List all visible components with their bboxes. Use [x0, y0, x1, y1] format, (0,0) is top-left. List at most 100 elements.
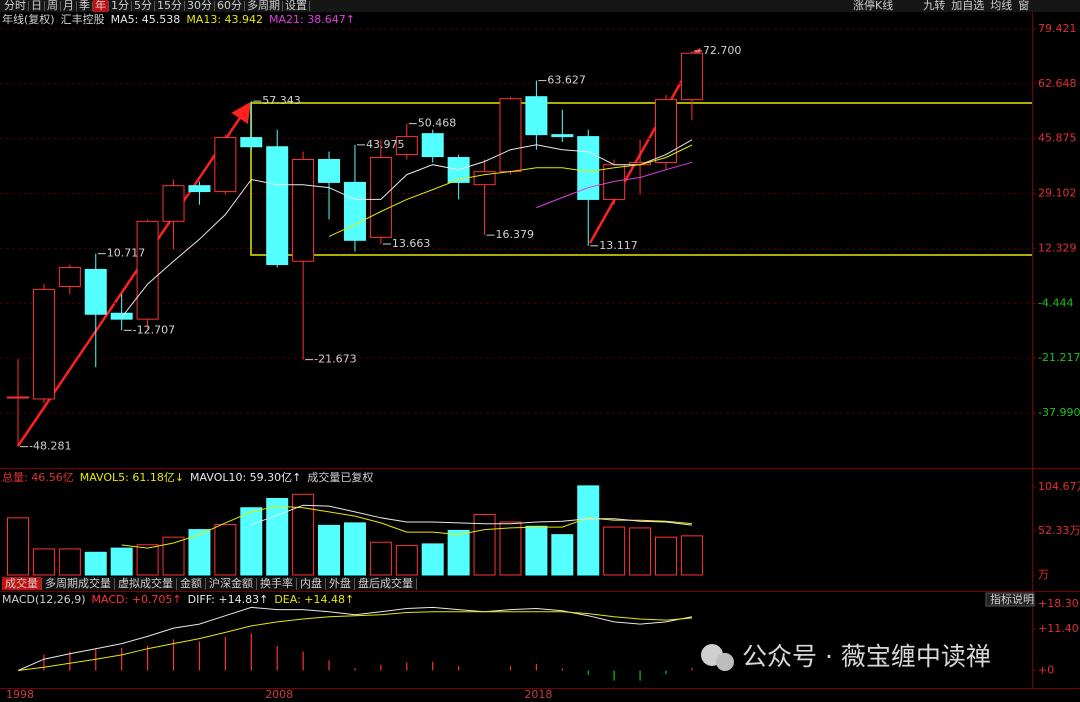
tab-bg: [257, 577, 296, 590]
candle-body: [577, 136, 600, 200]
period-button[interactable]: 分时: [4, 0, 26, 12]
tab-bg: [2, 577, 41, 590]
ma-line: [121, 139, 693, 318]
toolbar-button[interactable]: 九转: [923, 0, 945, 12]
candle-body: [214, 137, 237, 193]
period-button-bg: [283, 0, 309, 12]
period-button[interactable]: 15分: [157, 0, 182, 12]
y-tick-label: 12.329: [1038, 241, 1077, 254]
arrow: [16, 101, 251, 447]
panel-header: MACD(12,26,9): [2, 593, 86, 606]
candle-body: [551, 134, 574, 138]
tab[interactable]: 换手率: [260, 576, 293, 590]
toolbar-button[interactable]: 涨停K线: [853, 0, 893, 12]
panel-header: 汇丰控股: [61, 12, 105, 26]
volume-bar: [525, 525, 548, 576]
ma-line: [328, 144, 693, 237]
frame: [0, 12, 1080, 689]
panel-header: MA5: 45.538: [111, 13, 181, 26]
tab[interactable]: 金额: [180, 576, 202, 590]
candle-body: [136, 220, 159, 320]
price-label: 50.468: [418, 117, 457, 130]
panel-header: MAVOL5: 61.18亿↓: [80, 471, 184, 484]
period-button[interactable]: 5分: [134, 0, 152, 12]
toolbar-button[interactable]: 均线: [990, 0, 1012, 12]
tab-bg: [355, 577, 416, 590]
panel-header: MACD: +0.705↑: [92, 593, 182, 606]
volume-bar: [188, 529, 211, 576]
period-button[interactable]: 30分: [187, 0, 212, 12]
tab-bg: [115, 577, 176, 590]
price-label: 13.117: [599, 239, 638, 252]
box-outline: [250, 102, 1032, 256]
mavol-line: [251, 504, 692, 526]
tab[interactable]: 虚拟成交量: [118, 576, 173, 590]
period-button-bg: [77, 0, 92, 12]
y-tick-label: 104.67万: [1038, 480, 1080, 493]
volume-bar: [499, 521, 522, 576]
tab[interactable]: 多周期成交量: [45, 576, 111, 590]
candle-body: [318, 159, 341, 183]
candle-body: [7, 396, 29, 399]
volume-bar: [395, 545, 418, 576]
period-button[interactable]: 日: [31, 0, 42, 12]
price-label: 16.379: [496, 228, 535, 241]
candle-body: [473, 171, 496, 186]
tab[interactable]: 成交量: [5, 576, 38, 590]
tab-bg: [326, 577, 354, 590]
period-button[interactable]: 多周期: [247, 0, 280, 12]
y-tick-label: 万: [1038, 568, 1049, 581]
volume-bar: [629, 527, 652, 576]
price-label: 72.700: [703, 44, 742, 57]
candle-body: [499, 98, 522, 173]
tab[interactable]: 内盘: [300, 576, 322, 590]
candle-body: [343, 181, 366, 241]
period-button[interactable]: 季: [79, 0, 90, 12]
panel-header: DEA: +14.48↑: [274, 593, 354, 606]
toolbar-button[interactable]: 窗: [1018, 0, 1029, 12]
y-tick-label: +11.40: [1038, 622, 1079, 635]
tab-bg: [177, 577, 205, 590]
candle-body: [603, 164, 626, 200]
period-button[interactable]: 1分: [111, 0, 129, 12]
period-button[interactable]: 周: [47, 0, 58, 12]
volume-bar: [343, 522, 366, 576]
volume-bar: [655, 536, 677, 576]
candle-body: [525, 96, 548, 136]
tab[interactable]: 外盘: [329, 576, 351, 590]
watermark: 公众号 · 薇宝缠中读禅: [742, 642, 991, 671]
volume-bar: [266, 497, 289, 576]
period-button-bg: [155, 0, 184, 12]
x-tick-label: 2008: [265, 688, 293, 701]
icon: [716, 653, 734, 671]
period-button[interactable]: 设置: [285, 0, 307, 12]
period-button[interactable]: 60分: [217, 0, 242, 12]
volume-bar: [58, 548, 81, 576]
candle-body: [84, 268, 107, 315]
tab[interactable]: 沪深金额: [209, 576, 253, 590]
y-tick-label: +0: [1038, 663, 1054, 676]
period-button-bg: [93, 0, 108, 12]
price-label: 43.975: [366, 138, 405, 151]
volume-bar: [162, 536, 185, 576]
tab[interactable]: 盘后成交量: [358, 576, 413, 590]
price-label: -48.281: [29, 440, 71, 453]
candle-body: [58, 266, 81, 287]
period-button-bg: [109, 0, 131, 12]
y-tick-label: -37.990: [1038, 406, 1080, 419]
price-label: 57.343: [262, 94, 301, 107]
volume-bar: [32, 548, 55, 576]
period-button-bg: [2, 0, 28, 12]
help-button[interactable]: 指标说明: [990, 592, 1034, 606]
candle-body: [655, 99, 677, 163]
volume-bar: [110, 547, 133, 576]
period-button[interactable]: 年: [95, 0, 106, 12]
candle-body: [240, 137, 263, 148]
macd-line: [17, 606, 692, 671]
toolbar-button[interactable]: 加自选: [951, 0, 984, 12]
price-label: -21.673: [314, 353, 356, 366]
period-button[interactable]: 月: [63, 0, 74, 12]
period-button-bg: [245, 0, 282, 12]
period-button-bg: [185, 0, 214, 12]
